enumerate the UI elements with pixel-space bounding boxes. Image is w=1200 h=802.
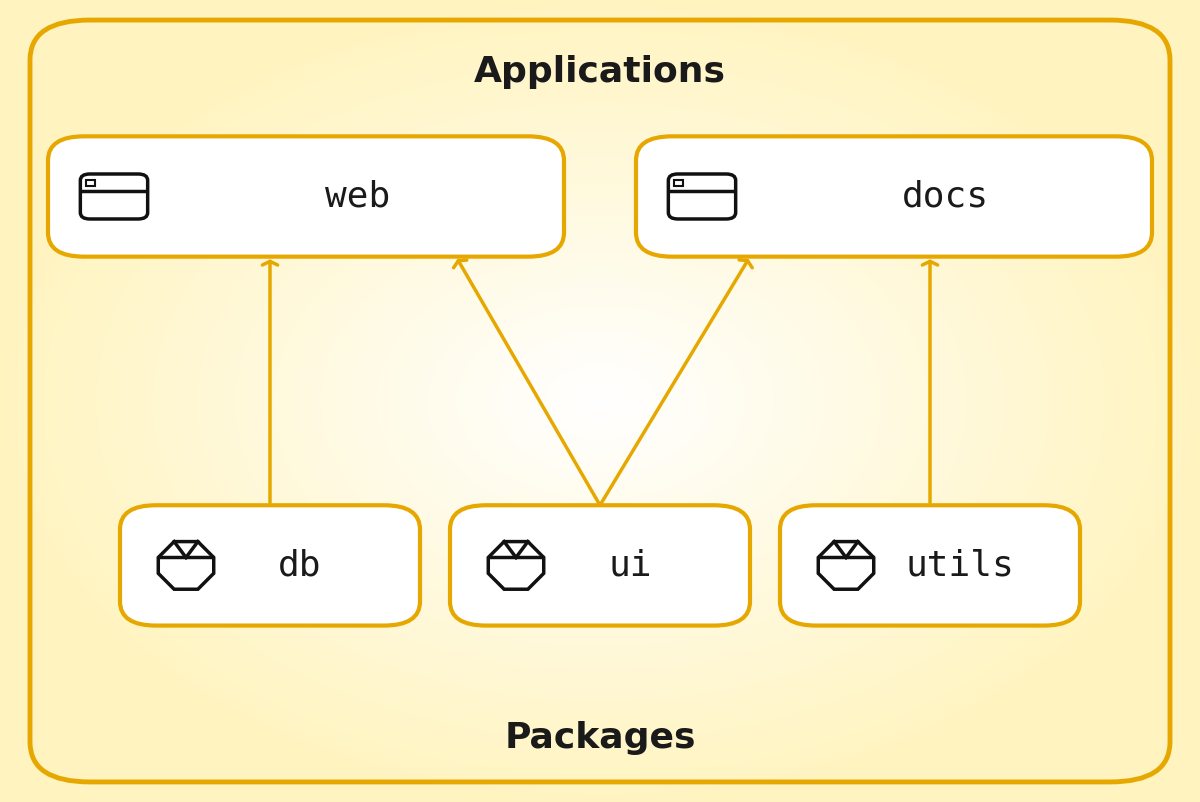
FancyBboxPatch shape — [674, 180, 683, 185]
Text: utils: utils — [906, 549, 1014, 582]
FancyBboxPatch shape — [450, 505, 750, 626]
Text: db: db — [278, 549, 322, 582]
Text: web: web — [325, 180, 390, 213]
FancyBboxPatch shape — [780, 505, 1080, 626]
Text: docs: docs — [902, 180, 989, 213]
Text: Applications: Applications — [474, 55, 726, 89]
FancyBboxPatch shape — [636, 136, 1152, 257]
Text: ui: ui — [608, 549, 652, 582]
FancyBboxPatch shape — [80, 174, 148, 219]
FancyBboxPatch shape — [86, 180, 95, 185]
Text: Packages: Packages — [504, 721, 696, 755]
FancyBboxPatch shape — [668, 174, 736, 219]
FancyBboxPatch shape — [48, 136, 564, 257]
FancyBboxPatch shape — [120, 505, 420, 626]
